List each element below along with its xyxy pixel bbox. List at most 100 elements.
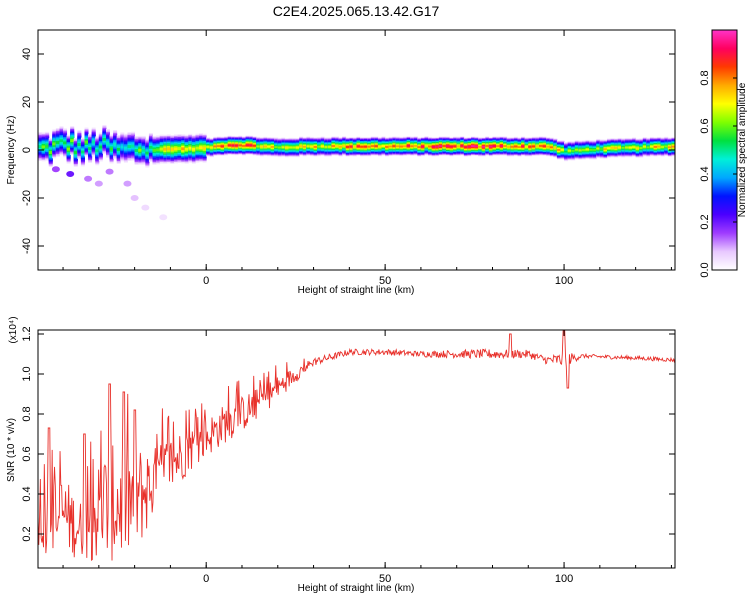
spectrogram-cell (524, 145, 529, 148)
spectrogram-cell (324, 146, 329, 148)
spectrogram-cell (299, 145, 304, 148)
spectrogram-cell (335, 145, 340, 148)
spectrogram-cell (410, 145, 415, 148)
spectrogram-cell (481, 145, 486, 148)
spectrogram-cell (549, 146, 554, 149)
spectrogram-cell (302, 145, 307, 148)
spectrogram-cell (420, 145, 425, 148)
spectrogram-cell (123, 146, 128, 150)
colorbar-tick-label: 0.6 (699, 118, 711, 133)
spectrogram-blob (51, 166, 60, 173)
spectrogram-cell (267, 145, 272, 148)
spectrogram-cell (374, 145, 379, 148)
spectrogram-cell (66, 147, 71, 151)
spectrogram-cell (45, 144, 50, 148)
snr-ytick-label: 0.6 (21, 446, 33, 461)
spectrogram-xtick-label: 50 (379, 275, 391, 287)
spectrogram-cell (621, 146, 626, 149)
spectrogram-cell (635, 147, 640, 150)
spectrogram-blob (105, 168, 114, 175)
spectrogram-cell (478, 145, 483, 148)
spectrogram-cell (184, 147, 189, 151)
spectrogram-cell (48, 151, 53, 154)
spectrogram-cell (138, 148, 143, 152)
spectrogram-cell (105, 142, 110, 145)
spectrogram-cell (453, 145, 458, 148)
spectrogram-cell (80, 150, 85, 154)
spectrogram-cell (288, 146, 293, 149)
snr-axes: 0 50 100 0.2 0.4 0.6 0.8 1.0 1.2 (21, 326, 675, 585)
spectrogram-cell (206, 145, 211, 148)
spectrogram-xlabel: Height of straight line (km) (298, 285, 415, 296)
spectrogram-cell (510, 145, 515, 148)
spectrogram-cell (252, 144, 257, 147)
spectrogram-cell (435, 145, 440, 148)
spectrogram-cell (664, 145, 669, 148)
spectrogram-blob (66, 171, 75, 177)
spectrogram-cell (145, 151, 150, 155)
spectrogram-cell (88, 147, 93, 150)
spectrogram-cell (360, 145, 365, 148)
spectrogram-cell (603, 148, 608, 151)
spectrogram-cell (120, 145, 125, 149)
snr-xtick-label: 50 (379, 573, 391, 585)
spectrogram-cell (460, 144, 465, 147)
spectrogram-axes: 0 50 100 -40 -20 0 20 40 (21, 30, 675, 287)
snr-xlabel: Height of straight line (km) (298, 583, 415, 594)
spectrogram-cell (249, 144, 254, 147)
spectrogram-cell (592, 148, 597, 151)
spectrogram-cell (52, 142, 57, 146)
spectrogram-cell (317, 145, 322, 148)
spectrogram-cell (73, 151, 78, 154)
spectrogram-cell (84, 140, 89, 144)
spectrogram-cell (607, 147, 611, 150)
spectrogram-cell (653, 145, 658, 148)
snr-frame (37, 329, 676, 569)
spectrogram-cell (513, 145, 518, 148)
spectrogram-cell (542, 145, 547, 148)
spectrogram-cell (356, 145, 361, 148)
spectrogram-cell (642, 145, 647, 148)
spectrogram-ytick-label: 0 (21, 147, 33, 153)
spectrogram-cell (585, 148, 590, 151)
spectrogram-cell (345, 146, 350, 148)
spectrogram-blob (84, 175, 93, 182)
spectrogram-cell (517, 146, 522, 148)
spectrogram-ytick-label: 40 (21, 48, 33, 60)
spectrogram-cell (553, 146, 558, 149)
snr-ytick-label: 0.8 (21, 406, 33, 421)
spectrogram-cell (657, 145, 662, 148)
spectrogram-cell (485, 145, 490, 147)
spectrogram-blob (123, 180, 132, 187)
spectrogram-cell (463, 146, 468, 149)
spectrogram-cell (213, 145, 218, 148)
spectrogram-cell (614, 147, 619, 149)
spectrogram-cell (467, 145, 472, 148)
spectrogram-cell (238, 144, 243, 147)
colorbar-tick-label: 0.0 (699, 262, 711, 277)
spectrogram-cell (449, 145, 454, 148)
spectrogram-cell (152, 148, 157, 152)
spectrogram-cell (496, 145, 501, 148)
spectrogram-cell (531, 145, 536, 148)
spectrogram-cell (660, 146, 665, 148)
spectrogram-cell (284, 146, 289, 149)
spectrogram-cell (227, 144, 232, 147)
spectrogram-cell (209, 146, 214, 149)
colorbar (711, 29, 738, 271)
spectrogram-cell (134, 149, 139, 152)
snr-xtick-label: 0 (203, 573, 209, 585)
spectrogram-cell (159, 147, 164, 151)
spectrogram-cell (95, 149, 100, 153)
spectrogram-cell (428, 145, 433, 148)
spectrogram-cell (639, 147, 644, 149)
spectrogram-cell (456, 145, 461, 148)
spectrogram-cell (148, 145, 153, 149)
spectrogram-cell (234, 144, 239, 147)
spectrogram-cell (224, 144, 229, 147)
spectrogram-cell (528, 145, 533, 148)
spectrogram-cell (102, 137, 107, 141)
spectrogram-cell (241, 144, 246, 147)
